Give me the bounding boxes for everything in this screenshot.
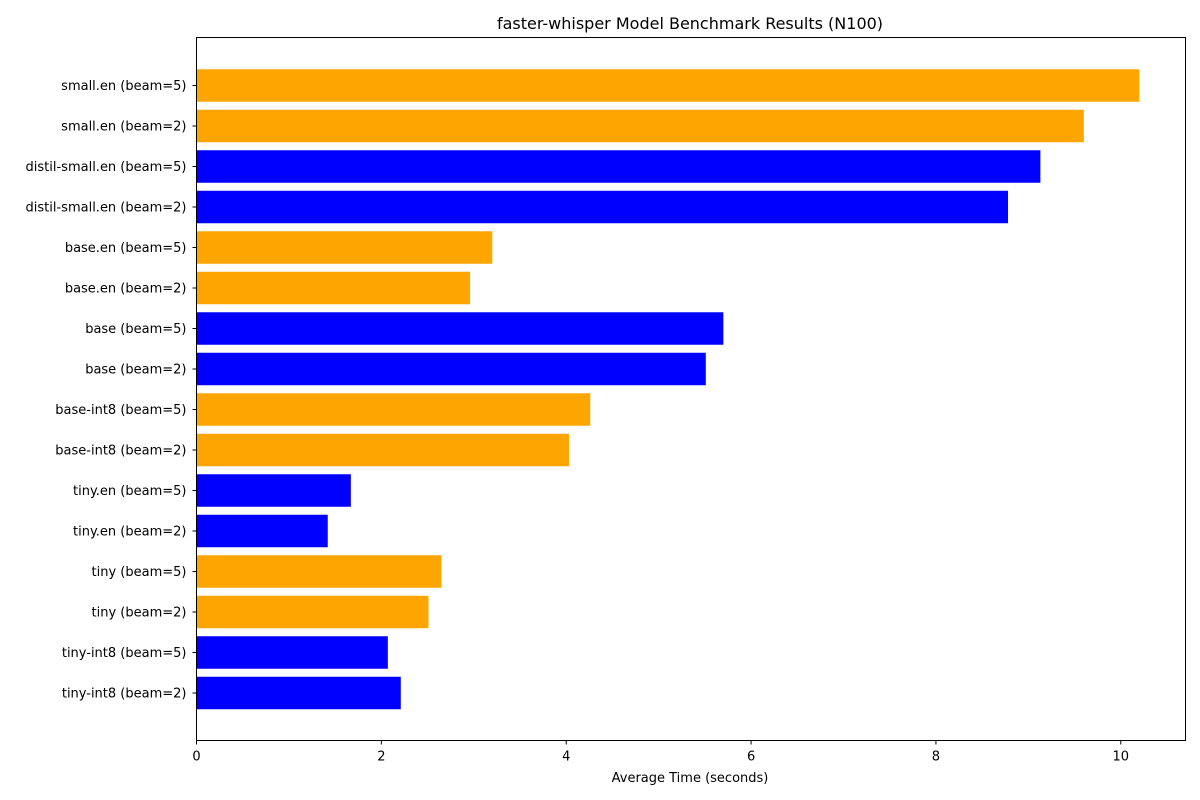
y-tick-label: tiny-int8 (beam=2) bbox=[62, 687, 187, 702]
y-tick-label: small.en (beam=2) bbox=[61, 120, 186, 135]
bar bbox=[196, 595, 429, 629]
y-tick-label: tiny.en (beam=5) bbox=[73, 484, 186, 499]
bar bbox=[196, 69, 1140, 102]
y-tick-label: distil-small.en (beam=5) bbox=[26, 160, 187, 175]
y-tick-label: base (beam=5) bbox=[85, 322, 186, 337]
y-tick-label: tiny (beam=2) bbox=[92, 606, 187, 621]
bar bbox=[196, 190, 1009, 224]
y-tick-label: base (beam=2) bbox=[85, 363, 186, 378]
x-tick-label: 4 bbox=[562, 750, 570, 765]
y-tick-label: tiny.en (beam=2) bbox=[73, 525, 186, 540]
x-tick-label: 10 bbox=[1113, 750, 1130, 765]
bar bbox=[196, 636, 388, 669]
y-tick-label: distil-small.en (beam=2) bbox=[26, 201, 187, 216]
x-tick-label: 0 bbox=[192, 750, 200, 765]
x-tick-label: 2 bbox=[377, 750, 385, 765]
bar bbox=[196, 271, 471, 305]
y-tick-label: base.en (beam=2) bbox=[65, 282, 187, 297]
bar bbox=[196, 474, 351, 507]
bar bbox=[196, 555, 442, 588]
plot-frame bbox=[196, 37, 1186, 741]
bar bbox=[196, 231, 493, 264]
y-axis-ticks: small.en (beam=5) small.en (beam=2) distil… bbox=[26, 79, 197, 702]
bar bbox=[196, 109, 1084, 143]
x-tick-label: 8 bbox=[932, 750, 940, 765]
bars-layer bbox=[196, 69, 1140, 710]
bar bbox=[196, 352, 706, 386]
y-tick-label: base-int8 (beam=2) bbox=[55, 444, 186, 459]
bar bbox=[196, 312, 724, 345]
bar bbox=[196, 393, 591, 426]
y-tick-label: small.en (beam=5) bbox=[61, 79, 186, 94]
y-tick-label: base.en (beam=5) bbox=[65, 241, 187, 256]
y-tick-label: tiny-int8 (beam=5) bbox=[62, 646, 187, 661]
y-tick-label: base-int8 (beam=5) bbox=[55, 403, 186, 418]
x-axis-title: Average Time (seconds) bbox=[612, 771, 769, 786]
bar bbox=[196, 433, 569, 467]
y-tick-label: tiny (beam=5) bbox=[92, 565, 187, 580]
x-tick-label: 6 bbox=[747, 750, 755, 765]
bar bbox=[196, 676, 401, 710]
bar bbox=[196, 514, 328, 548]
bar bbox=[196, 150, 1041, 183]
chart-title: faster-whisper Model Benchmark Results (… bbox=[497, 14, 883, 33]
x-axis-ticks: 0 2 4 6 8 10 bbox=[192, 740, 1130, 765]
